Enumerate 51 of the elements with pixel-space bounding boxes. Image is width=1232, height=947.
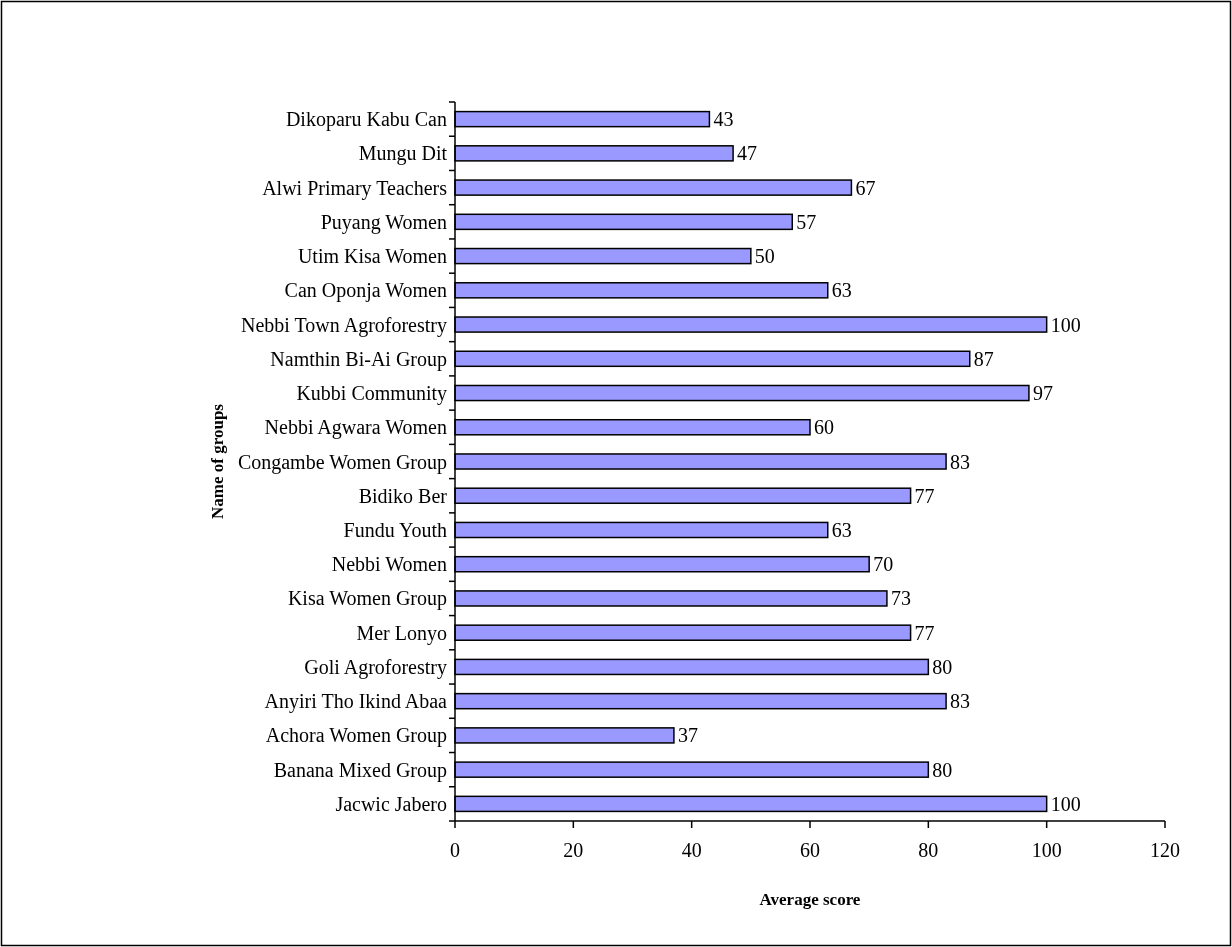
y-tick-label: Fundu Youth — [343, 518, 447, 541]
x-tick-label: 40 — [681, 839, 702, 861]
y-tick-label: Kubbi Community — [296, 382, 447, 406]
y-tick-label: Alwi Primary Teachers — [262, 176, 448, 200]
y-tick-label: Nebbi Agwara Women — [264, 416, 447, 440]
data-label: 63 — [831, 518, 852, 541]
data-label: 77 — [914, 621, 935, 644]
x-axis-title: Average score — [759, 890, 861, 909]
x-tick-label: 20 — [563, 839, 584, 861]
y-tick-label: Kisa Women Group — [287, 587, 447, 611]
data-label: 77 — [914, 484, 935, 507]
y-tick-label: Anyiri Tho Ikind Abaa — [264, 690, 448, 714]
y-tick-label: Namthin Bi-Ai Group — [270, 347, 447, 371]
data-label: 47 — [737, 142, 758, 165]
y-tick-label: Jacwic Jabero — [335, 792, 447, 815]
x-tick-label: 80 — [918, 839, 939, 861]
data-label: 87 — [973, 347, 994, 370]
data-label: 50 — [754, 245, 775, 268]
x-tick-label: 100 — [1031, 839, 1062, 861]
data-label: 57 — [796, 210, 817, 233]
y-tick-label: Dikoparu Kabu Can — [285, 108, 447, 132]
data-label: 43 — [713, 108, 734, 131]
data-label: 83 — [950, 450, 971, 473]
data-label: 70 — [873, 553, 894, 576]
y-tick-label: Bidiko Ber — [358, 484, 448, 507]
data-label: 80 — [932, 655, 953, 678]
x-tick-label: 60 — [800, 839, 820, 861]
y-tick-label: Mer Lonyo — [356, 621, 447, 645]
y-tick-label: Utim Kisa Women — [297, 245, 447, 268]
y-tick-label: Congambe Women Group — [237, 450, 447, 474]
data-label: 80 — [932, 758, 953, 781]
data-label: 83 — [950, 690, 971, 713]
data-label: 97 — [1032, 382, 1053, 405]
y-tick-label: Nebbi Town Agroforestry — [241, 313, 447, 337]
y-tick-label: Banana Mixed Group — [273, 758, 447, 782]
y-tick-label: Puyang Women — [320, 210, 447, 234]
y-tick-label: Can Oponja Women — [284, 279, 447, 303]
y-tick-label: Goli Agroforestry — [304, 655, 447, 679]
x-tick-label: 120 — [1150, 839, 1180, 861]
x-tick-label: 0 — [450, 839, 460, 861]
y-tick-label: Achora Women Group — [265, 724, 447, 748]
data-label: 67 — [855, 176, 876, 199]
data-label: 100 — [1050, 792, 1081, 815]
data-label: 100 — [1050, 313, 1081, 336]
y-tick-label: Nebbi Women — [331, 553, 447, 576]
y-tick-label: Mungu Dit — [358, 142, 448, 166]
data-label: 73 — [890, 587, 911, 610]
data-label: 37 — [677, 724, 698, 747]
data-label: 60 — [814, 416, 834, 439]
y-axis-title: Name of groups — [208, 403, 227, 519]
data-label: 63 — [831, 279, 852, 302]
